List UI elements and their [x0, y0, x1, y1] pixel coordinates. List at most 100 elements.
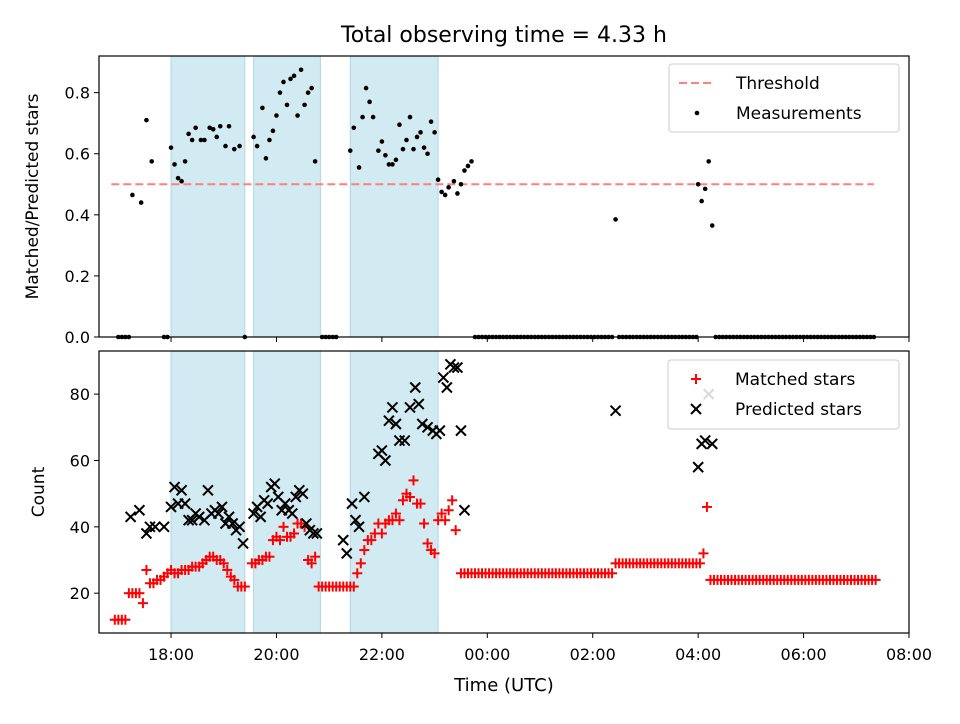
measurement-point — [397, 122, 402, 128]
predicted-star-point — [237, 537, 249, 550]
predicted-star-point — [202, 484, 214, 497]
measurement-point — [149, 159, 155, 164]
predicted-star-point — [133, 504, 146, 516]
predicted-star-point — [300, 517, 313, 530]
matched-star-point — [419, 518, 430, 529]
predicted-star-point — [311, 527, 323, 540]
x-tick-label: 08:00 — [886, 645, 932, 664]
legend: Threshold Measurements — [668, 63, 900, 133]
predicted-star-point — [186, 514, 198, 526]
predicted-star-point — [455, 424, 467, 437]
measurement-point — [179, 178, 184, 184]
measurement-point — [182, 159, 188, 164]
observing-span — [171, 56, 245, 337]
matched-star-point — [229, 574, 240, 585]
measurement-point — [425, 151, 430, 157]
predicted-star-point — [379, 454, 392, 467]
measurement-point — [217, 123, 223, 129]
predicted-star-point — [413, 398, 425, 410]
predicted-star-point — [216, 501, 228, 513]
predicted-star-point — [416, 418, 429, 430]
predicted-star-point — [376, 444, 388, 457]
measurement-point — [432, 130, 437, 135]
legend-box — [668, 63, 900, 133]
measurement-point — [428, 119, 434, 124]
observing-span — [350, 56, 439, 337]
matched-star-point — [440, 515, 451, 526]
measurement-point — [455, 191, 460, 196]
observing-span — [253, 56, 321, 337]
matched-star-point — [120, 614, 131, 625]
measurement-point — [172, 162, 177, 167]
matched-star-point — [394, 515, 405, 526]
measurement-point — [360, 114, 365, 120]
measurement-point — [189, 137, 195, 143]
measurement-point — [393, 157, 399, 163]
measurement-point — [702, 186, 708, 192]
predicted-star-point — [383, 414, 395, 427]
predicted-star-point — [399, 434, 411, 447]
matched-star-point — [408, 475, 419, 486]
predicted-star-point — [140, 527, 153, 540]
measurement-point — [175, 175, 181, 181]
predicted-star-point — [168, 481, 181, 493]
y-tick-label: 0.8 — [65, 84, 90, 103]
predicted-star-point — [386, 401, 399, 414]
y-axis-label: Count — [29, 466, 49, 517]
measurement-point — [418, 130, 423, 135]
predicted-star-point — [349, 514, 362, 526]
measurement-point — [144, 117, 149, 123]
matched-star-point — [436, 508, 447, 519]
measurement-point — [207, 125, 212, 131]
measurement-point — [458, 181, 464, 187]
x-tick-label: 22:00 — [359, 645, 405, 664]
measurement-point — [451, 178, 457, 184]
measurement-point — [699, 198, 704, 204]
matched-star-point — [450, 525, 461, 536]
legend-label: Threshold — [735, 74, 820, 94]
measurement-point — [263, 156, 269, 161]
y-tick-label: 0.6 — [65, 145, 90, 164]
predicted-star-point — [692, 461, 704, 473]
matched-star-point — [390, 508, 401, 519]
measurement-point — [254, 143, 260, 149]
observing-span — [253, 351, 321, 633]
matched-star-point — [222, 564, 233, 575]
measurement-point — [270, 128, 276, 134]
figure-title: Total observing time = 4.33 h — [340, 23, 667, 48]
measurement-point — [439, 189, 444, 195]
predicted-star-point — [223, 511, 235, 523]
legend-label: Measurements — [736, 104, 862, 124]
measurement-point — [351, 125, 357, 131]
measurement-point — [370, 114, 376, 120]
predicted-star-point — [353, 521, 365, 533]
measurement-point — [267, 137, 272, 143]
measurement-point — [168, 145, 174, 150]
predicted-star-point — [409, 381, 421, 394]
matched-star-point — [404, 491, 415, 502]
matched-star-point — [289, 528, 300, 539]
matched-star-point — [264, 551, 275, 562]
predicted-star-point — [358, 491, 371, 503]
predicted-star-point — [124, 511, 137, 523]
matched-star-point — [447, 495, 458, 506]
measurement-point — [305, 90, 311, 95]
predicted-star-point — [261, 497, 274, 510]
measurement-point — [390, 162, 395, 167]
measurement-point — [260, 105, 265, 111]
measurement-point — [613, 217, 618, 222]
y-tick-label: 60 — [70, 451, 90, 470]
predicted-star-point — [290, 491, 302, 503]
y-tick-label: 0.2 — [65, 267, 90, 286]
measurement-point — [202, 137, 207, 143]
predicted-star-point — [458, 504, 471, 516]
legend-predicted-swatch — [690, 403, 702, 415]
matched-star-point — [274, 535, 285, 546]
measurement-point — [251, 134, 256, 140]
predicted-star-point — [268, 477, 281, 490]
measurement-point — [302, 102, 307, 108]
predicted-star-point — [297, 487, 309, 500]
measurement-point — [469, 159, 474, 164]
predicted-star-point — [609, 405, 622, 417]
measurement-point — [462, 168, 467, 173]
